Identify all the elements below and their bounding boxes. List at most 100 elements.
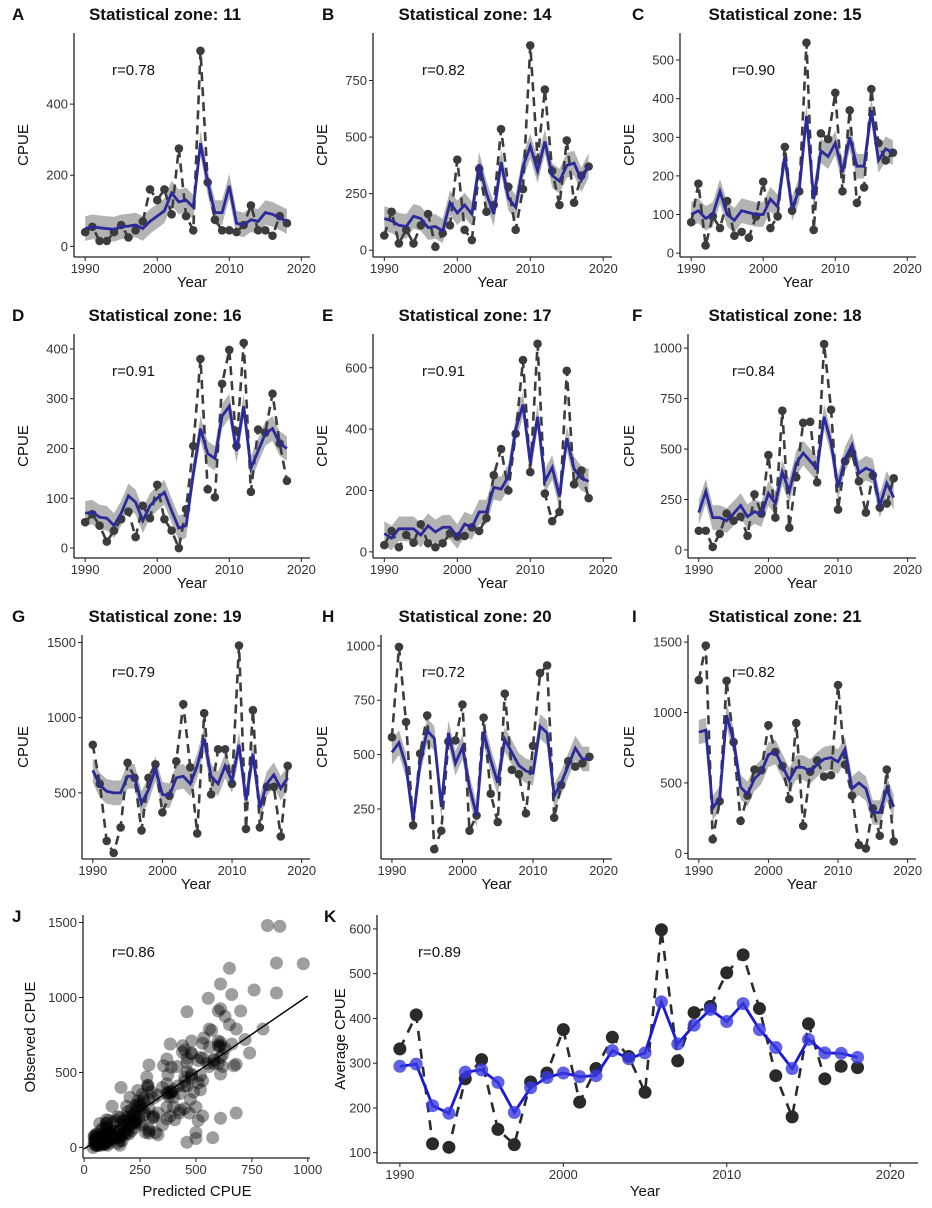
observed-point [158,808,167,817]
y-tick-label: 500 [349,966,371,981]
scatter-point [189,1126,203,1139]
observed-point [722,509,731,518]
scatter-point [161,1068,175,1082]
scatter-point [155,1118,169,1132]
scatter-point [97,1133,111,1147]
y-tick-label: 1000 [653,705,682,720]
y-axis-title: CPUE [314,726,331,768]
observed-point [210,215,220,224]
scatter-point [216,1060,230,1073]
scatter-point [170,1060,184,1073]
scatter-point [146,1111,160,1124]
scatter-point [142,1122,156,1136]
observed-point [246,201,256,210]
predicted-line [383,404,590,540]
scatter-point [102,1114,116,1127]
observed-point [744,233,754,242]
observed-point [569,198,579,207]
panel-h: H Statistical zone: 20 1990 2000 2010 2020 250… [314,607,618,893]
scatter-point [269,986,283,1000]
x-tick-label: 2000 [143,562,172,577]
observed-point [475,1053,489,1067]
panel-letter: K [324,907,337,926]
predicted-line [697,416,895,523]
scatter-point [191,1054,205,1067]
observed-point [771,513,780,522]
observed-point [437,826,446,836]
predicted-point [671,1037,685,1051]
observed-point [701,641,711,650]
observed-point [867,84,876,94]
observed-point [654,923,668,937]
scatter-point [118,1126,132,1140]
scatter-point [131,1094,145,1108]
observed-point [852,198,862,208]
y-axis-title: CPUE [15,124,32,166]
scatter-point [93,1134,107,1148]
scatter-point [122,1114,136,1128]
observed-point [409,1008,423,1022]
scatter-point [97,1136,111,1150]
y-tick-label: 300 [652,130,674,145]
observed-point [234,641,244,650]
observed-point [556,1023,570,1037]
observed-point [736,512,745,521]
y-tick-label: 200 [345,483,367,498]
observed-point [458,700,467,709]
scatter-point [121,1105,135,1119]
observed-point [380,231,389,240]
observed-point [401,717,411,727]
confidence-ribbon [691,97,893,233]
x-tick-label: 0 [81,1162,88,1177]
scatter-point [229,1106,243,1120]
x-axis-title: Predicted CPUE [142,1183,251,1200]
observed-point [791,718,801,728]
scatter-point [160,1077,174,1091]
observed-point [394,239,404,248]
observed-point [671,1054,685,1068]
panel-title: Statistical zone: 17 [398,306,551,325]
x-tick-label: 500 [185,1162,207,1177]
panel-e: E Statistical zone: 17 1990 2000 2010 2020 0 20… [314,306,618,592]
observed-point [737,227,746,237]
scatter-point [211,1004,225,1018]
x-axis-title: Year [477,575,507,592]
confidence-ribbon [391,714,590,833]
correlation-label: r=0.84 [732,363,775,380]
observed-point [95,236,104,246]
panel-f: F Statistical zone: 18 1990 2000 2010 2020 0 25… [621,306,922,592]
scatter-point [129,1117,143,1130]
scatter-point [296,957,310,971]
predicted-point [573,1070,587,1084]
scatter-point [108,1131,122,1145]
observed-point [861,844,871,853]
scatter-point [256,1022,270,1036]
observed-point [555,507,564,517]
correlation-label: r=0.82 [732,664,775,681]
observed-point [729,516,738,525]
scatter-point [164,1085,178,1099]
x-axis-title: Year [787,876,817,893]
observed-point [830,88,840,98]
observed-point [787,206,797,215]
scatter-point [135,1118,149,1132]
observed-point [854,477,864,486]
observed-point [199,708,209,718]
predicted-point [507,1105,521,1119]
observed-point [708,542,718,552]
correlation-label: r=0.91 [112,363,155,380]
y-tick-label: 200 [652,168,674,183]
observed-point [196,46,205,56]
scatter-point [214,1039,228,1052]
y-tick-label: 500 [660,775,682,790]
x-tick-label: 2020 [287,562,316,577]
scatter-point [113,1129,127,1142]
predicted-line [690,110,894,223]
observed-point [823,134,833,144]
y-tick-label: 250 [660,492,682,507]
y-tick-label: 600 [349,921,371,936]
observed-point [694,179,703,188]
scatter-point [178,1043,192,1057]
scatter-point [142,1102,156,1115]
y-tick-label: 500 [345,130,367,145]
